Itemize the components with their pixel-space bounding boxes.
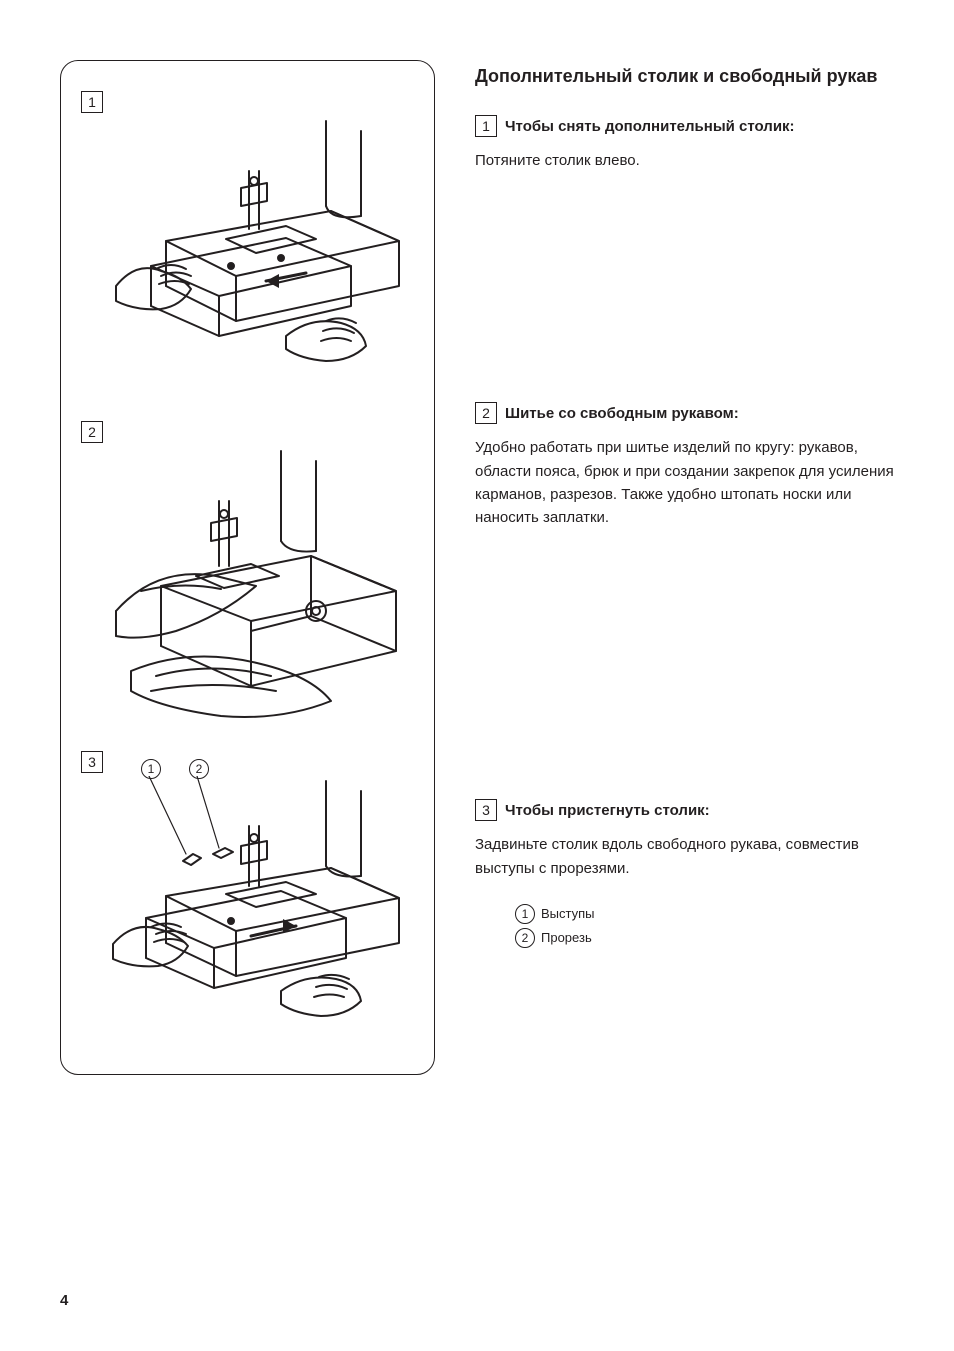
legend: 1 Выступы 2 Прорезь [475,904,894,948]
figure-panel-num-1: 1 [81,91,103,113]
figure-box: 1 2 3 1 2 [60,60,435,1075]
step-1-heading: Чтобы снять дополнительный столик: [505,118,795,135]
step-3: 3 Чтобы пристегнуть столик: Задвиньте ст… [475,799,894,948]
step-2-body: Удобно работать при шитье изделий по кру… [475,436,894,529]
diagram-3 [101,776,421,1061]
page-number: 4 [60,1292,68,1309]
legend-label-2: Прорезь [541,930,592,945]
legend-num-1: 1 [515,904,535,924]
figure-column: 1 2 3 1 2 [60,60,435,1311]
legend-num-2: 2 [515,928,535,948]
step-1: 1 Чтобы снять дополнительный столик: Пот… [475,115,894,172]
step-2: 2 Шитье со свободным рукавом: Удобно раб… [475,402,894,529]
figure-panel-num-3: 3 [81,751,103,773]
legend-item-2: 2 Прорезь [515,928,894,948]
text-column: Дополнительный столик и свободный рукав … [475,60,894,1311]
step-1-num: 1 [475,115,497,137]
legend-item-1: 1 Выступы [515,904,894,924]
step-1-body: Потяните столик влево. [475,149,894,172]
legend-label-1: Выступы [541,906,595,921]
step-3-body: Задвиньте столик вдоль свободного рукава… [475,833,894,880]
figure-panel-num-2: 2 [81,421,103,443]
step-2-heading: Шитье со свободным рукавом: [505,405,739,422]
page-title: Дополнительный столик и свободный рукав [475,64,894,89]
step-3-heading: Чтобы пристегнуть столик: [505,802,710,819]
step-3-num: 3 [475,799,497,821]
diagram-2 [101,446,421,736]
step-2-num: 2 [475,402,497,424]
diagram-1 [101,111,421,391]
